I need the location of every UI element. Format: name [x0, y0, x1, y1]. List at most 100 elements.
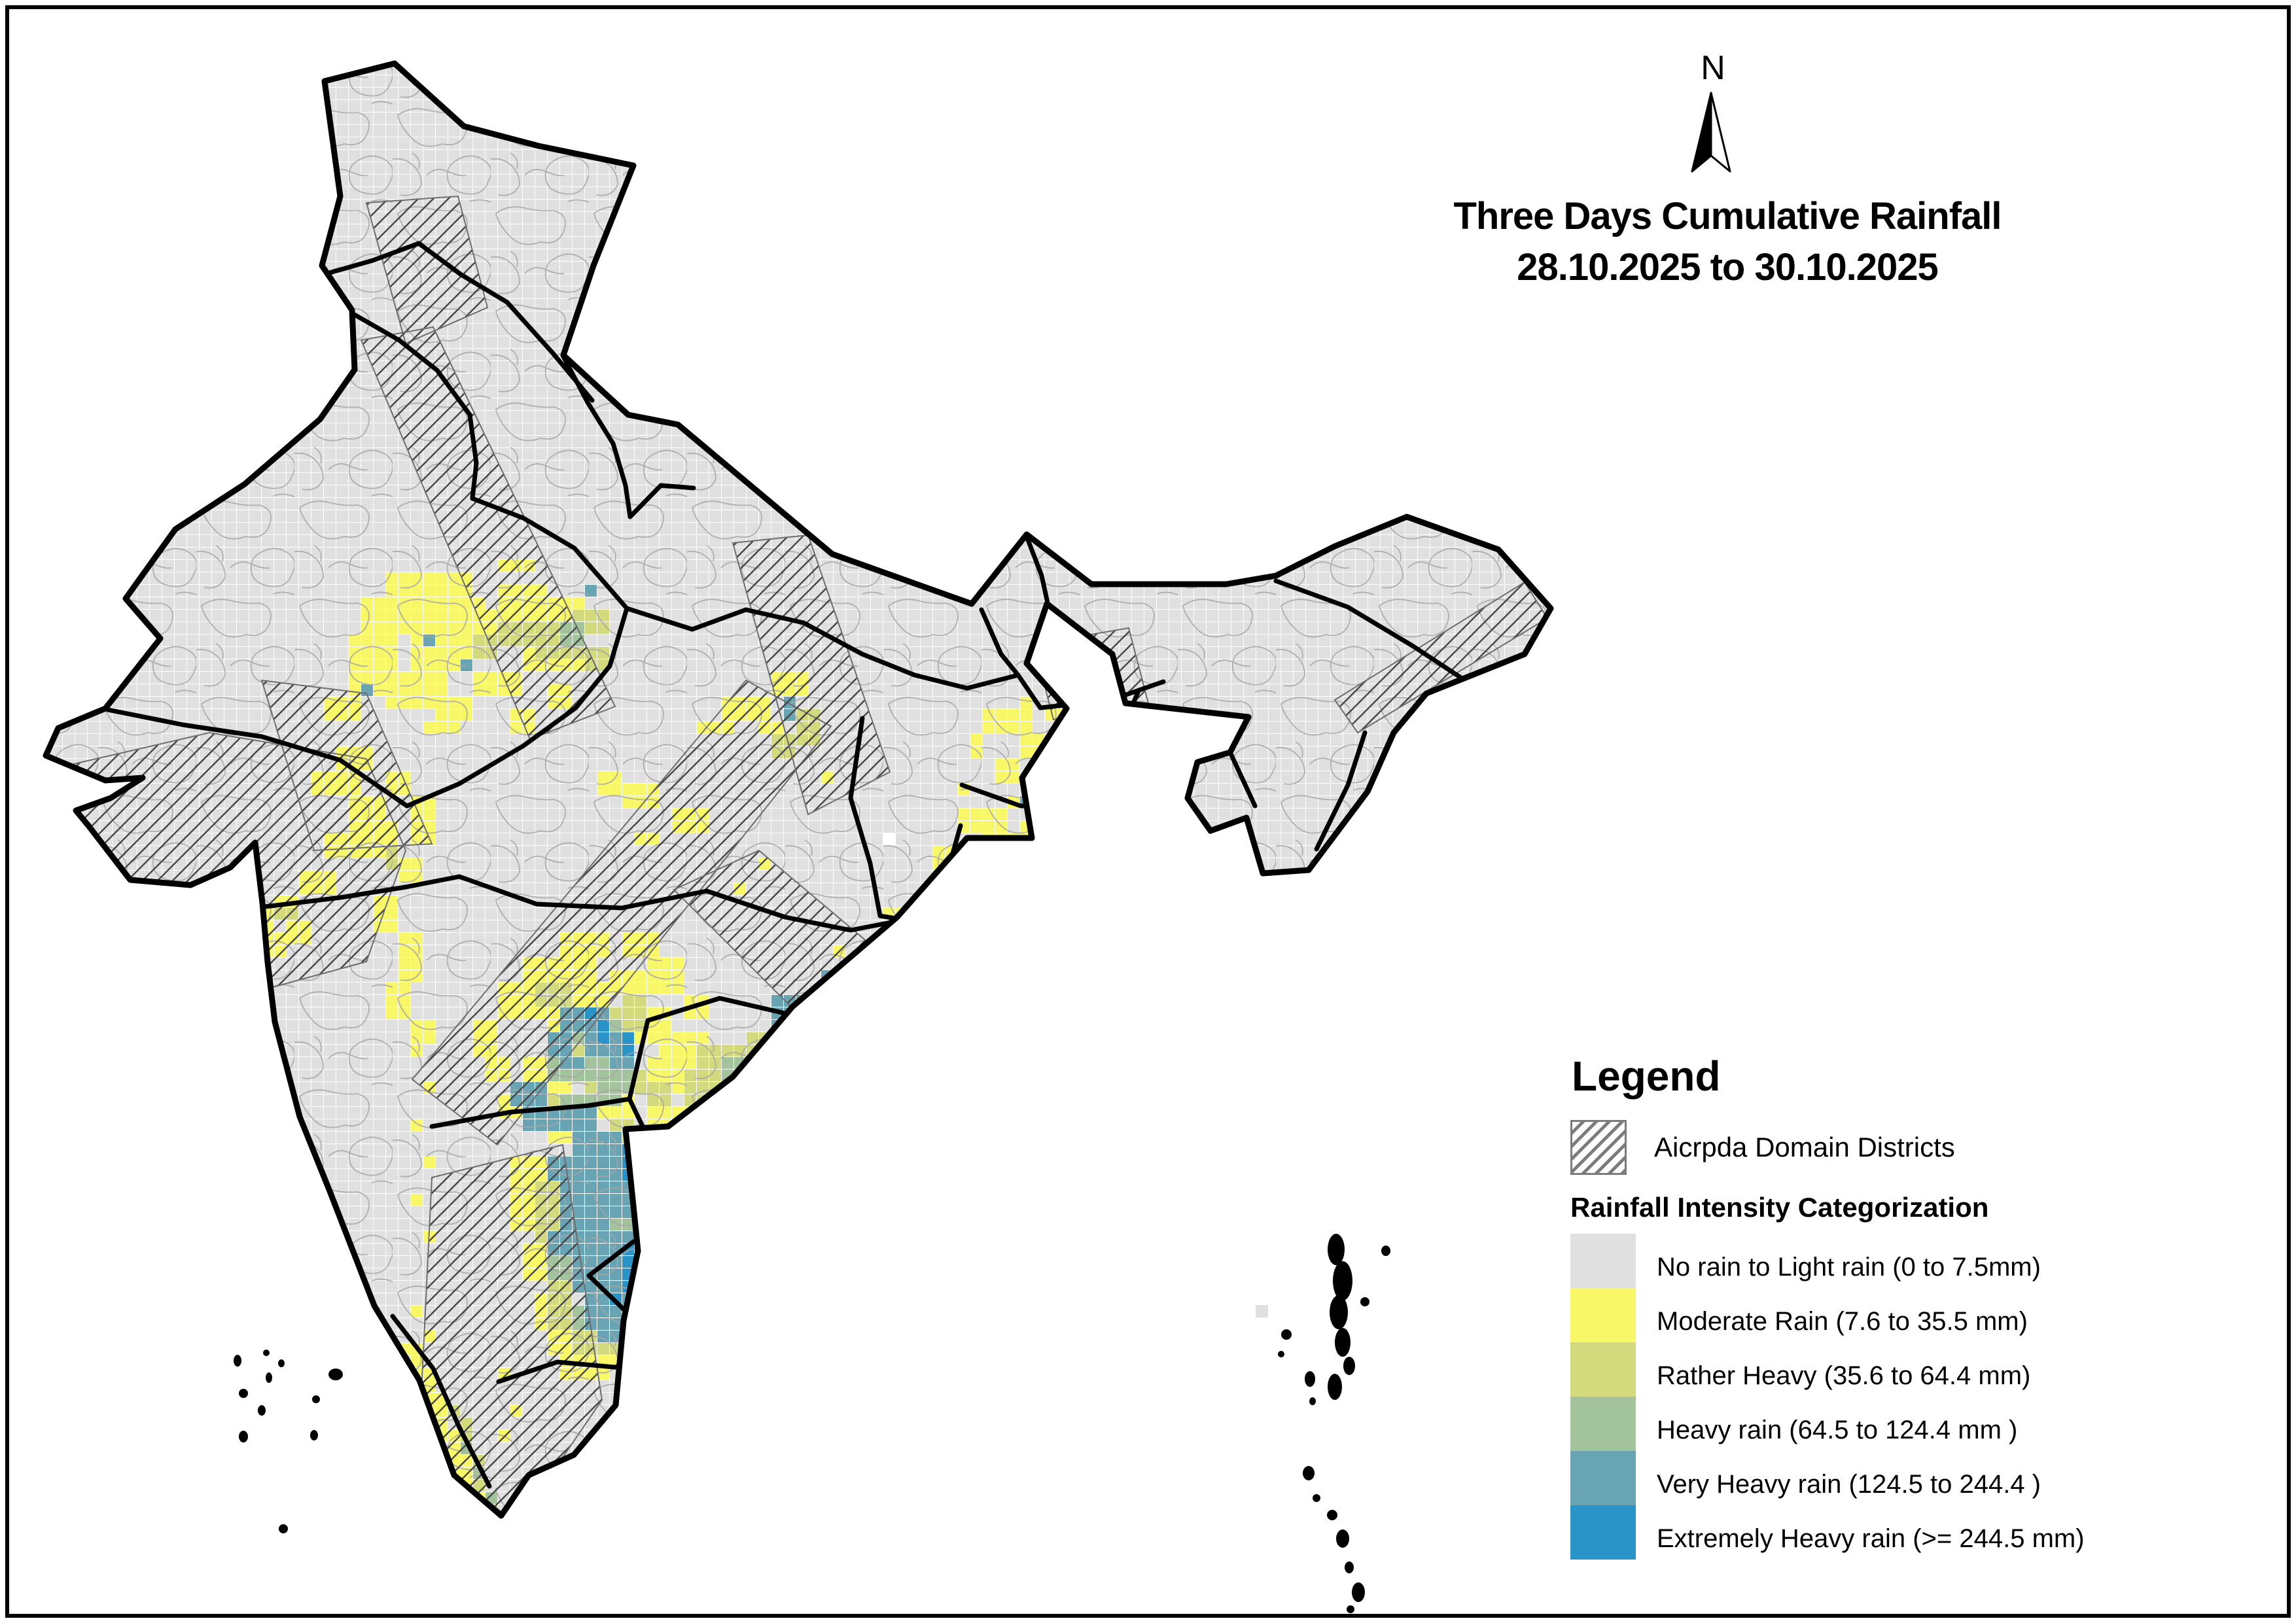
rain-cell-heavy	[709, 1094, 733, 1119]
rain-cell-moderate	[1069, 820, 1094, 845]
rain-cell-moderate	[659, 1280, 684, 1293]
rain-cell-moderate	[671, 1193, 696, 1230]
legend-class-row: Moderate Rain (7.6 to 35.5 mm)	[1570, 1288, 2264, 1342]
rain-cell-moderate	[1032, 771, 1057, 795]
rain-cell-very_heavy	[808, 994, 845, 1019]
rain-cell-rather_heavy	[995, 920, 1044, 945]
legend-class-label: No rain to Light rain (0 to 7.5mm)	[1657, 1253, 2041, 1282]
rain-cell-heavy	[186, 957, 211, 969]
rain-cell-very_heavy	[796, 1032, 821, 1044]
rain-cell-moderate	[137, 945, 174, 957]
rain-cell-rather_heavy	[833, 1081, 870, 1106]
rain-cell-very_heavy	[970, 882, 982, 895]
rain-cell-very_heavy	[1044, 758, 1057, 771]
rain-cell-moderate	[659, 1243, 684, 1280]
rain-cell-rather_heavy	[1057, 833, 1094, 858]
rain-cell-rather_heavy	[746, 1106, 783, 1131]
legend-title: Legend	[1572, 1053, 1721, 1100]
legend-class-swatch	[1570, 1342, 1636, 1397]
legend-class-label: Heavy rain (64.5 to 124.4 mm )	[1657, 1416, 2018, 1444]
north-label: N	[1701, 49, 1725, 87]
rain-cell-moderate	[162, 920, 236, 945]
rain-cell-heavy	[821, 1044, 845, 1069]
legend-section-title: Rainfall Intensity Categorization	[1570, 1192, 1989, 1223]
rain-cell-heavy	[945, 969, 970, 994]
rain-cell-moderate	[833, 1007, 858, 1019]
rain-cell-moderate	[870, 1019, 895, 1044]
map-title-line1: Three Days Cumulative Rainfall	[1453, 195, 2002, 237]
rain-cell-very_heavy	[995, 895, 1007, 907]
rain-cell-moderate	[460, 1492, 472, 1504]
rain-cell-moderate	[646, 1293, 671, 1318]
aicrpda-hatch-swatch	[1570, 1120, 1627, 1175]
isolated-sea-grid-cell	[1256, 1305, 1268, 1318]
rain-cell-rather_heavy	[634, 1293, 659, 1318]
rain-cell-moderate	[472, 1504, 485, 1516]
rain-cell-rather_heavy	[796, 1019, 845, 1044]
map-title-line2: 28.10.2025 to 30.10.2025	[1517, 246, 1939, 288]
rain-cell-rather_heavy	[895, 969, 920, 994]
rain-cell-heavy	[758, 1056, 796, 1081]
india-outline	[43, 60, 1554, 1519]
rain-cell-moderate	[721, 1131, 771, 1156]
legend-class-swatch	[1570, 1288, 1636, 1342]
legend-class-row: Extremely Heavy rain (>= 244.5 mm)	[1570, 1505, 2264, 1560]
rain-cell-rather_heavy	[883, 982, 920, 1007]
rain-cell-rather_heavy	[908, 969, 945, 994]
legend-class-swatch	[1570, 1505, 1636, 1560]
legend-class-label: Extremely Heavy rain (>= 244.5 mm)	[1657, 1524, 2085, 1553]
rain-cell-no-data	[1082, 858, 1094, 870]
rain-cell-very_heavy	[783, 1019, 821, 1044]
rain-cell-very_heavy	[224, 969, 249, 982]
aicrpda-hatch-region	[360, 326, 616, 741]
rain-cell-moderate	[908, 932, 932, 957]
rain-cell-very_heavy	[174, 969, 211, 994]
rain-cell-no-data	[1094, 845, 1106, 858]
rain-cell-very_heavy	[137, 957, 174, 982]
rain-cell-rather_heavy	[845, 1007, 883, 1032]
rain-cell-heavy	[1007, 895, 1044, 920]
rain-cell-rather_heavy	[634, 1193, 671, 1218]
rain-cell-rather_heavy	[1082, 858, 1106, 882]
legend: Legend Aicrpda Domain Districts Rainfall…	[1570, 1052, 2264, 1560]
aicrpda-hatch-region	[365, 195, 489, 345]
rain-cell-moderate	[485, 1554, 497, 1566]
rain-cell-moderate	[472, 1516, 485, 1529]
andaman-nicobar-islands	[1278, 1234, 1390, 1613]
rain-cell-very_heavy	[982, 945, 1007, 969]
rain-cell-rather_heavy	[796, 1106, 833, 1131]
rain-cell-very_heavy	[883, 1007, 895, 1044]
rain-cell-rather_heavy	[783, 1056, 821, 1081]
legend-class-swatch	[1570, 1234, 1636, 1288]
rain-cell-moderate	[970, 870, 1007, 882]
aicrpda-domain-label: Aicrpda Domain Districts	[1654, 1132, 1955, 1162]
legend-class-label: Very Heavy rain (124.5 to 244.4 )	[1657, 1470, 2041, 1499]
rain-cell-moderate	[1057, 746, 1069, 771]
legend-class-swatch	[1570, 1451, 1636, 1505]
legend-class-row: Very Heavy rain (124.5 to 244.4 )	[1570, 1451, 2264, 1505]
rain-cell-rather_heavy	[821, 994, 858, 1019]
rain-cell-no-data	[1069, 845, 1082, 858]
rain-cell-moderate	[771, 1131, 808, 1143]
rain-cell-moderate	[124, 895, 186, 920]
rain-cell-rather_heavy	[1019, 858, 1069, 895]
legend-domain-row: Aicrpda Domain Districts	[1570, 1120, 2264, 1175]
legend-class-row: No rain to Light rain (0 to 7.5mm)	[1570, 1234, 2264, 1288]
rain-cell-very_heavy	[709, 1094, 733, 1119]
rain-cell-rather_heavy	[199, 945, 224, 957]
legend-class-label: Rather Heavy (35.6 to 64.4 mm)	[1657, 1361, 2031, 1390]
legend-class-row: Heavy rain (64.5 to 124.4 mm )	[1570, 1397, 2264, 1451]
rain-cell-rather_heavy	[870, 994, 920, 1019]
rain-cell-moderate	[1044, 845, 1069, 870]
rain-cell-heavy	[1044, 870, 1069, 895]
rain-cell-rather_heavy	[1044, 895, 1082, 920]
aicrpda-hatch-region	[732, 534, 891, 816]
rain-cell-heavy	[796, 1069, 833, 1094]
rain-cell-moderate	[472, 1541, 485, 1554]
rain-cell-moderate	[485, 1529, 497, 1541]
rain-cell-moderate	[845, 1044, 870, 1056]
rain-cell-rather_heavy	[1044, 783, 1069, 795]
rain-cell-rather_heavy	[920, 907, 995, 945]
